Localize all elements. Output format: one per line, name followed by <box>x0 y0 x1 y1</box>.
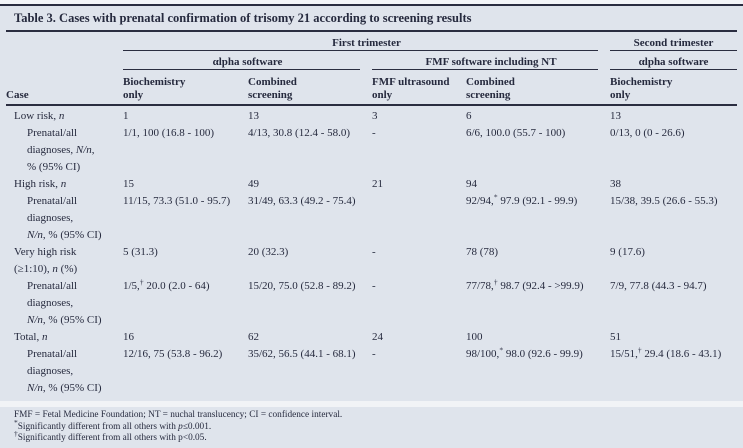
header-fmf-software: FMF software including NT <box>372 51 610 70</box>
data-cell: 13 <box>248 110 259 122</box>
data-cell: 6 <box>466 110 472 122</box>
data-cell: 12/16, 75 (53.8 - 96.2) <box>123 348 223 360</box>
table-row-low-risk-prenatal: Prenatal/all diagnoses, N/n, % (95% CI) … <box>6 125 737 176</box>
column-header-combined-screening-2: Combined screening <box>466 70 611 106</box>
column-header-biochemistry-only-2: Biochemistry only <box>610 70 738 106</box>
data-cell: 0/13, 0 (0 - 26.6) <box>610 127 685 139</box>
data-cell: 51 <box>610 331 622 343</box>
footnote-dagger: †Significantly different from all others… <box>14 429 207 444</box>
row-label: Low risk, n <box>14 110 65 122</box>
data-cell: 3 <box>372 110 378 122</box>
spacer-cell <box>6 32 123 51</box>
spacer-cell <box>6 51 123 70</box>
row-label: Very high risk (≥1:10), n (%) <box>14 246 78 275</box>
data-cell: 24 <box>372 331 383 343</box>
data-cell: 92/94,* 97.9 (92.1 - 99.9) <box>466 192 578 207</box>
footnote-asterisk: *Significantly different from all others… <box>14 417 212 432</box>
table-title: Table 3. Cases with prenatal confirmatio… <box>6 6 737 32</box>
data-cell: - <box>372 127 376 139</box>
separator-band <box>0 401 743 407</box>
row-label: Prenatal/all diagnoses, N/n, % (95% CI) <box>27 280 102 326</box>
data-cell: 15/38, 39.5 (26.6 - 55.3) <box>610 195 718 207</box>
row-label: Prenatal/all diagnoses, N/n, % (95% CI) <box>27 127 95 173</box>
data-cell: 20 (32.3) <box>248 246 289 258</box>
row-label: Prenatal/all diagnoses, N/n, % (95% CI) <box>27 195 102 241</box>
data-cell: 11/15, 73.3 (51.0 - 95.7) <box>123 195 231 207</box>
data-cell: 1 <box>123 110 129 122</box>
header-alpha-software-2: αlpha software <box>610 51 738 70</box>
table3: First trimester Second trimester αlpha s… <box>6 32 738 397</box>
data-cell: 35/62, 56.5 (44.1 - 68.1) <box>248 348 356 360</box>
data-cell: 1/1, 100 (16.8 - 100) <box>123 127 215 139</box>
column-header-combined-screening-1: Combined screening <box>248 70 372 106</box>
data-cell: 15 <box>123 178 134 190</box>
data-cell: - <box>372 246 376 258</box>
table-row-high-risk-prenatal: Prenatal/all diagnoses, N/n, % (95% CI) … <box>6 193 737 244</box>
table-row-total-prenatal: Prenatal/all diagnoses, N/n, % (95% CI) … <box>6 346 737 397</box>
header-second-trimester: Second trimester <box>610 32 738 51</box>
data-cell: - <box>372 348 376 360</box>
data-cell: 100 <box>466 331 483 343</box>
header-alpha-software-1: αlpha software <box>123 51 372 70</box>
column-header-row: Case Biochemistry only Combined screenin… <box>6 70 738 106</box>
table-row-low-risk: Low risk, n 1 13 3 6 13 <box>6 105 737 125</box>
data-cell: 6/6, 100.0 (55.7 - 100) <box>466 127 566 139</box>
data-cell: 5 (31.3) <box>123 246 158 258</box>
column-header-biochemistry-only-1: Biochemistry only <box>123 70 248 106</box>
data-cell: 16 <box>123 331 134 343</box>
top-rule <box>0 4 743 6</box>
data-cell: 77/78,† 98.7 (92.4 - >99.9) <box>466 277 584 292</box>
data-cell: 9 (17.6) <box>610 246 645 258</box>
column-header-fmf-ultrasound-only: FMF ultrasound only <box>372 70 466 106</box>
column-header-case: Case <box>6 70 123 106</box>
data-cell: 38 <box>610 178 622 190</box>
data-cell: 15/20, 75.0 (52.8 - 89.2) <box>248 280 356 292</box>
data-cell: - <box>372 280 376 292</box>
header-first-trimester: First trimester <box>123 32 610 51</box>
data-cell: 7/9, 77.8 (44.3 - 94.7) <box>610 280 707 292</box>
data-cell: 1/5,† 20.0 (2.0 - 64) <box>123 277 210 292</box>
data-cell: 21 <box>372 178 383 190</box>
data-cell: 13 <box>610 110 622 122</box>
footnote-abbreviations: FMF = Fetal Medicine Foundation; NT = nu… <box>14 410 343 420</box>
footnotes: FMF = Fetal Medicine Foundation; NT = nu… <box>6 410 737 445</box>
data-cell <box>372 193 466 244</box>
table-row-high-risk: High risk, n 15 49 21 94 38 <box>6 176 737 193</box>
data-cell: 15/51,† 29.4 (18.6 - 43.1) <box>610 345 722 360</box>
data-cell: 78 (78) <box>466 246 499 258</box>
trimester-header-row: First trimester Second trimester <box>6 32 738 51</box>
data-cell: 49 <box>248 178 259 190</box>
data-cell: 98/100,* 98.0 (92.6 - 99.9) <box>466 345 583 360</box>
table-row-very-high-risk: Very high risk (≥1:10), n (%) 5 (31.3) 2… <box>6 244 737 278</box>
row-label: Prenatal/all diagnoses, N/n, % (95% CI) <box>27 348 102 394</box>
row-label: High risk, n <box>14 178 67 190</box>
data-cell: 4/13, 30.8 (12.4 - 58.0) <box>248 127 351 139</box>
data-cell: 94 <box>466 178 477 190</box>
data-cell: 62 <box>248 331 259 343</box>
row-label: Total, n <box>14 331 48 343</box>
table-row-total: Total, n 16 62 24 100 51 <box>6 329 737 346</box>
page-top-band <box>0 0 743 4</box>
software-header-row: αlpha software FMF software including NT… <box>6 51 738 70</box>
data-cell: 31/49, 63.3 (49.2 - 75.4) <box>248 195 356 207</box>
table-row-very-high-risk-prenatal: Prenatal/all diagnoses, N/n, % (95% CI) … <box>6 278 737 329</box>
table3-container: Table 3. Cases with prenatal confirmatio… <box>0 6 743 445</box>
